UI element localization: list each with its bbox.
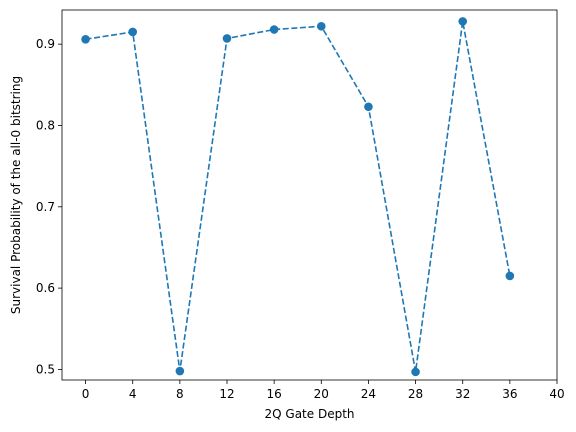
series-layer — [81, 17, 515, 377]
data-point — [222, 34, 232, 43]
x-tick-label: 12 — [219, 387, 234, 401]
x-tick-label: 32 — [455, 387, 470, 401]
y-tick-label: 0.8 — [36, 118, 55, 132]
x-tick-label: 8 — [176, 387, 184, 401]
x-tick-label: 36 — [502, 387, 517, 401]
y-axis-ticks: 0.5 0.6 0.7 0.8 0.9 — [36, 37, 62, 376]
x-tick-label: 40 — [549, 387, 564, 401]
data-point — [128, 27, 138, 37]
data-point — [364, 102, 373, 112]
x-tick-label: 28 — [408, 387, 423, 401]
axes-frame — [61, 9, 558, 381]
data-point — [175, 366, 185, 376]
data-point — [81, 34, 90, 44]
y-axis-title: Survival Probability of the all-0 bitstr… — [9, 76, 23, 314]
x-axis-ticks: 0 4 8 12 16 20 24 28 32 36 40 — [82, 380, 565, 401]
y-tick-label: 0.5 — [36, 362, 55, 376]
y-tick-label: 0.6 — [36, 281, 55, 295]
y-tick-label: 0.9 — [36, 37, 55, 51]
x-axis-title: 2Q Gate Depth — [265, 407, 355, 421]
x-tick-label: 16 — [267, 387, 282, 401]
data-point — [269, 25, 279, 34]
x-tick-label: 20 — [314, 387, 329, 401]
data-point — [505, 271, 515, 281]
data-point — [458, 17, 468, 26]
data-point — [316, 21, 326, 31]
y-tick-label: 0.7 — [36, 200, 55, 214]
series-line — [85, 21, 511, 373]
data-point — [411, 367, 420, 377]
x-tick-label: 24 — [361, 387, 376, 401]
x-tick-label: 0 — [82, 387, 90, 401]
x-tick-label: 4 — [129, 387, 137, 401]
